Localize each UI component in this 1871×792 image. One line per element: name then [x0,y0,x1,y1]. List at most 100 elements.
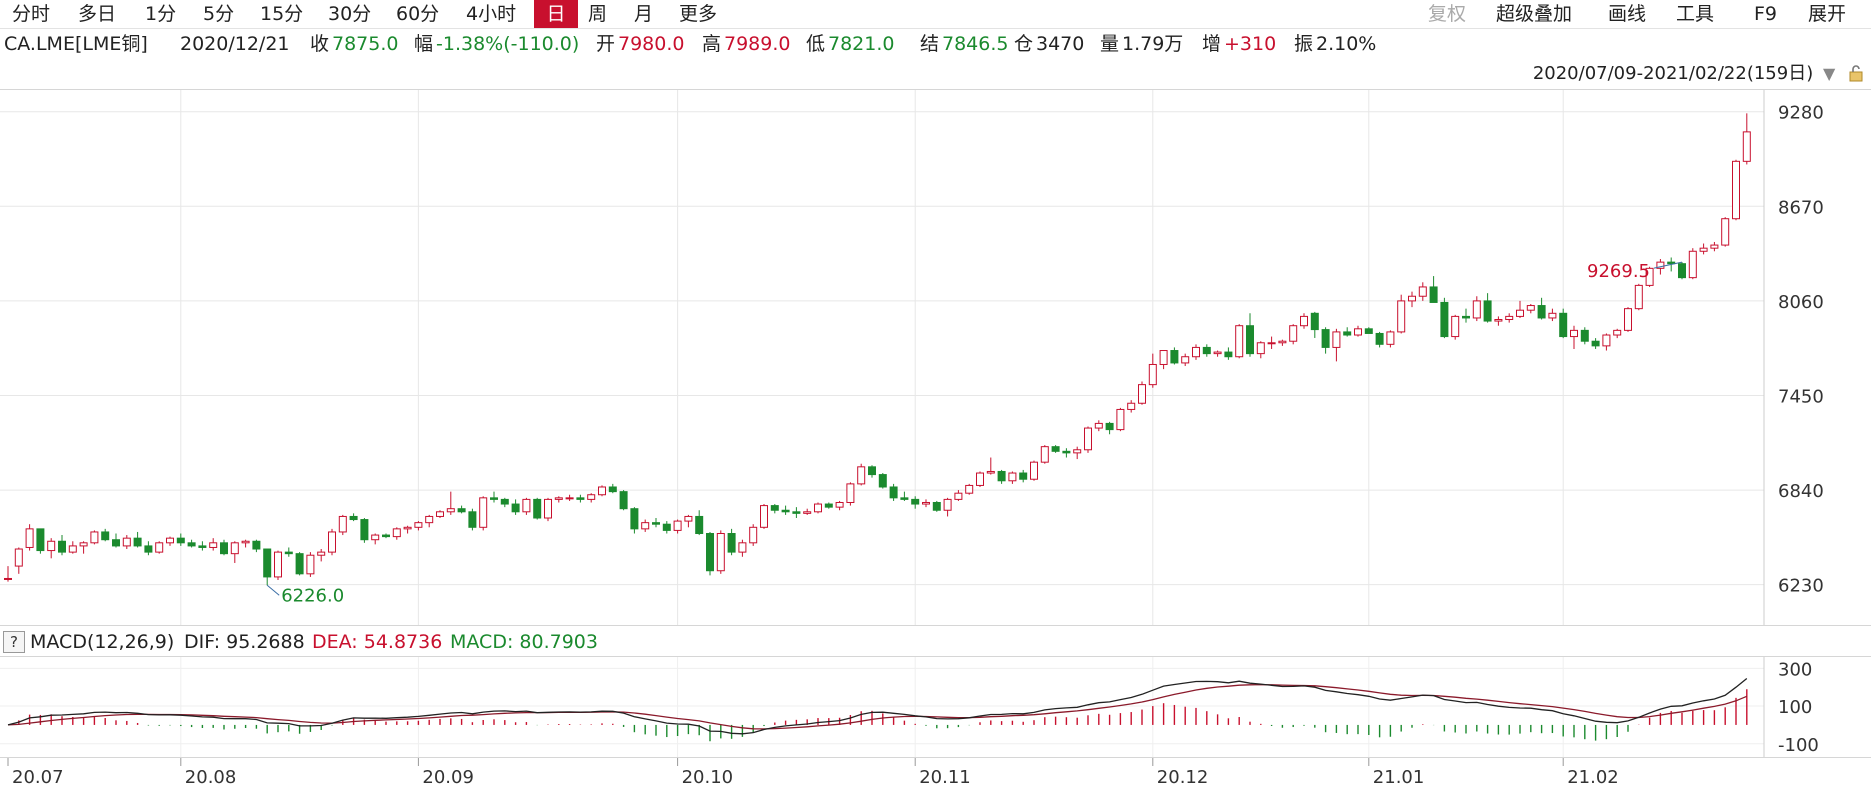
candle-body [1192,346,1200,358]
period-tab-day[interactable]: 日 [534,0,578,28]
candle-body [36,528,45,552]
candle-body [1202,346,1211,355]
x-axis-divider [0,757,1871,758]
period-tab-month[interactable]: 月 [634,3,654,25]
draw-line-button[interactable]: 画线 [1608,3,1647,25]
f9-button[interactable]: F9 [1754,3,1778,25]
dropdown-triangle-icon[interactable]: ▼ [1822,64,1836,83]
candle-body [835,501,844,508]
candlestick-chart[interactable]: 9280 8670 8060 7450 6840 6230 9269.5 6226.0 [0,90,1871,625]
candle-body [781,509,790,513]
candle [414,521,423,531]
adjust-button[interactable]: 复权 [1428,3,1467,25]
candle [425,514,434,528]
candle [1192,344,1200,360]
candle-body [317,551,326,556]
volume-label: 量 [1100,33,1120,55]
candle-body [4,577,12,580]
panel-divider [0,625,1871,626]
candle-body [544,498,552,519]
price-tick-label: 8060 [1778,292,1824,313]
candle [1332,328,1341,362]
candle-body [630,508,639,530]
candle-body [144,545,153,553]
period-tab-15min[interactable]: 15分 [260,3,304,25]
candle [1591,338,1600,349]
candle-body [371,534,380,541]
candle [1354,325,1362,337]
candle [846,482,855,506]
candle [1742,113,1751,165]
macd-chart[interactable]: 300 100 -100 [0,657,1871,757]
candle-body [954,492,963,500]
period-tab-30min[interactable]: 30分 [328,3,372,25]
candle-body [965,484,974,494]
candle-body [112,539,120,547]
period-tab-60min[interactable]: 60分 [396,3,440,25]
period-tab-4hour[interactable]: 4小时 [466,3,517,25]
candle [1624,307,1632,332]
candle [112,533,120,548]
candle-body [14,548,23,567]
candle-body [803,511,812,514]
candle-body [479,497,488,528]
candle-body [1040,446,1049,463]
period-tab-multiday[interactable]: 多日 [78,3,117,25]
change-label: 幅 [414,33,434,55]
macd-tick-label: -100 [1778,735,1819,756]
candle-body [1084,427,1092,451]
period-tab-1min[interactable]: 1分 [145,3,177,25]
candle-body [878,474,887,488]
candle [1246,313,1254,357]
candle [252,539,261,553]
candle-body [1418,286,1427,297]
price-y-axis: 9280 8670 8060 7450 6840 6230 [1763,90,1824,625]
macd-lines [7,677,1748,735]
tools-button[interactable]: 工具 [1676,3,1715,25]
period-tab-timeshare[interactable]: 分时 [12,3,51,25]
candle [868,465,876,478]
candle [608,483,617,494]
date-range-selector[interactable]: 2020/07/09-2021/02/22(159日) ▼ [1533,60,1871,88]
candle-body [1300,315,1308,327]
candle-body [1364,328,1373,334]
candle [1127,400,1136,413]
period-tab-more[interactable]: 更多 [679,3,718,25]
x-tick-label: 20.07 [12,767,64,788]
candle [403,525,412,534]
candle-body [911,498,920,505]
price-tick-label: 7450 [1778,386,1824,407]
candle [25,524,34,551]
period-tab-week[interactable]: 周 [588,3,608,25]
quote-info-bar: CA.LME[LME铜] 2020/12/21 收 7875.0 幅 -1.38… [0,29,1871,59]
candle-body [1613,329,1622,336]
candle-body [1386,331,1395,345]
period-tab-5min[interactable]: 5分 [203,3,235,25]
candle [1170,347,1179,365]
candle-body [79,542,88,547]
candle [760,504,768,529]
overlay-button[interactable]: 超级叠加 [1496,3,1573,25]
help-icon[interactable]: ? [3,631,25,653]
expand-button[interactable]: 展开 [1808,3,1847,25]
candle-body [598,486,606,496]
candle-body [1451,315,1460,338]
candle [1537,297,1546,320]
min-pointer [266,584,280,596]
candle-body [922,501,930,505]
candle [533,497,542,520]
candle-body [1516,309,1524,317]
candle-body [1170,350,1179,364]
candle-body [889,486,898,499]
x-tick-label: 20.10 [682,767,734,788]
candle [490,491,498,503]
candle-body [1526,305,1535,311]
macd-tick-label: 300 [1778,659,1812,680]
candle-body [1472,300,1481,319]
candle [1732,159,1740,221]
lock-icon[interactable] [1847,63,1865,82]
macd-indicator-name[interactable]: MACD(12,26,9) [30,631,175,653]
candle [263,548,272,586]
candle-body [328,531,336,553]
candle-body [490,497,498,500]
